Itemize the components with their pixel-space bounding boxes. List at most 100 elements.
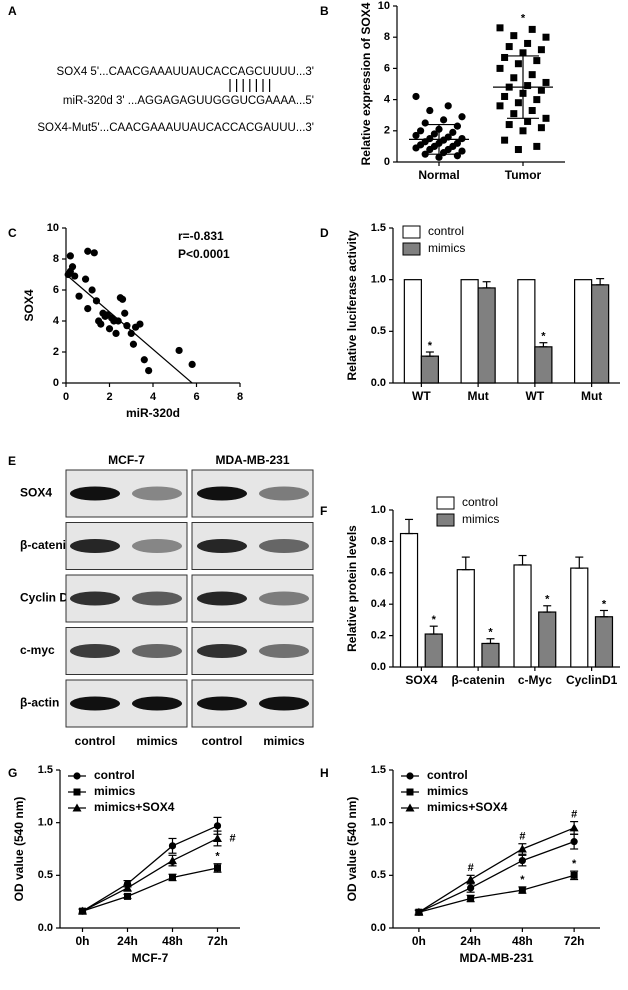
band bbox=[70, 486, 120, 501]
marker bbox=[514, 99, 522, 107]
bar bbox=[570, 567, 589, 668]
y-tick-label: 2 bbox=[53, 346, 59, 358]
marker bbox=[466, 875, 476, 884]
x-tick-label: 0h bbox=[75, 934, 89, 948]
bar bbox=[513, 564, 532, 668]
significance: * bbox=[432, 614, 437, 626]
marker bbox=[458, 147, 466, 155]
x-tick-label: SOX4 bbox=[405, 673, 437, 687]
stat-p: P<0.0001 bbox=[178, 247, 230, 261]
y-tick-label: 1.5 bbox=[371, 222, 386, 234]
point bbox=[75, 292, 83, 300]
band bbox=[70, 644, 120, 658]
band bbox=[70, 696, 120, 711]
marker bbox=[417, 127, 425, 135]
panel-label: E bbox=[8, 454, 16, 468]
bar bbox=[591, 284, 610, 384]
point bbox=[81, 275, 90, 283]
significance: * bbox=[215, 851, 220, 863]
marker bbox=[406, 788, 414, 796]
legend-label: mimics bbox=[462, 512, 499, 526]
y-tick-label: 0.0 bbox=[371, 922, 386, 934]
line bbox=[82, 825, 218, 912]
sequence-line: SOX4-Mut5'...CAACGAAAUUAUCACCACGAUUU...3… bbox=[37, 122, 314, 134]
x-tick-label: 48h bbox=[162, 934, 183, 948]
panel-label: G bbox=[8, 766, 17, 780]
bar bbox=[399, 532, 419, 668]
y-tick-label: 6 bbox=[384, 62, 390, 74]
bar bbox=[594, 616, 614, 668]
marker bbox=[510, 110, 518, 118]
significance: # bbox=[571, 809, 577, 821]
marker bbox=[435, 153, 443, 161]
y-axis-label: OD value (540 nm) bbox=[12, 797, 26, 902]
y-tick-label: 0.4 bbox=[371, 598, 387, 610]
marker bbox=[505, 43, 513, 51]
marker bbox=[514, 146, 522, 154]
y-tick-label: 1.5 bbox=[371, 764, 386, 776]
point bbox=[121, 309, 129, 317]
band bbox=[197, 539, 247, 553]
marker bbox=[73, 788, 81, 796]
group-label: MCF-7 bbox=[108, 453, 145, 467]
panel-label: F bbox=[320, 504, 327, 518]
y-tick-label: 6 bbox=[53, 284, 59, 296]
marker bbox=[528, 71, 536, 79]
panel-label: D bbox=[320, 226, 329, 240]
stat-r: r=-0.831 bbox=[178, 229, 224, 243]
marker bbox=[533, 57, 541, 65]
marker bbox=[213, 822, 222, 830]
marker bbox=[412, 144, 420, 152]
marker bbox=[510, 74, 518, 82]
marker bbox=[214, 864, 221, 872]
bar bbox=[573, 279, 593, 384]
y-tick-label: 0.0 bbox=[371, 377, 386, 389]
point bbox=[136, 320, 144, 328]
bar bbox=[517, 279, 536, 384]
marker bbox=[73, 772, 81, 780]
marker bbox=[124, 892, 131, 900]
marker bbox=[213, 833, 222, 842]
point bbox=[90, 249, 98, 257]
marker bbox=[570, 871, 578, 879]
x-tick-label: 72h bbox=[564, 934, 585, 948]
x-tick-label: WT bbox=[526, 389, 545, 403]
row-label: β-actin bbox=[20, 696, 59, 710]
y-tick-label: 0.5 bbox=[371, 325, 386, 337]
x-tick-label: 24h bbox=[117, 934, 138, 948]
y-tick-label: 8 bbox=[384, 31, 390, 43]
y-tick-label: 1.0 bbox=[371, 274, 386, 286]
x-axis-label: MDA-MB-231 bbox=[459, 951, 533, 965]
panel-label: H bbox=[320, 766, 329, 780]
y-tick-label: 0 bbox=[53, 377, 59, 389]
marker bbox=[501, 136, 509, 144]
marker bbox=[169, 873, 176, 881]
band bbox=[259, 644, 309, 658]
marker bbox=[168, 856, 177, 865]
band bbox=[70, 591, 120, 606]
point bbox=[84, 247, 92, 255]
marker bbox=[570, 838, 578, 846]
x-tick-label: Mut bbox=[581, 389, 602, 403]
x-tick-label: Tumor bbox=[505, 168, 542, 182]
lane-label: mimics bbox=[136, 734, 178, 748]
band bbox=[70, 539, 120, 553]
band bbox=[259, 591, 309, 606]
point bbox=[140, 356, 148, 364]
band bbox=[197, 696, 247, 711]
marker bbox=[524, 82, 532, 90]
y-tick-label: 4 bbox=[53, 315, 60, 327]
panel-label: B bbox=[320, 4, 329, 18]
lane-label: control bbox=[75, 734, 116, 748]
lane-label: mimics bbox=[263, 734, 305, 748]
row-label: Cyclin D1 bbox=[20, 591, 75, 605]
marker bbox=[514, 60, 522, 68]
marker bbox=[467, 895, 475, 903]
marker bbox=[533, 96, 541, 104]
point bbox=[88, 286, 96, 294]
legend-label: mimics+SOX4 bbox=[427, 800, 508, 814]
legend-label: mimics bbox=[427, 784, 469, 798]
line bbox=[82, 837, 218, 912]
y-tick-label: 0.0 bbox=[371, 661, 386, 673]
